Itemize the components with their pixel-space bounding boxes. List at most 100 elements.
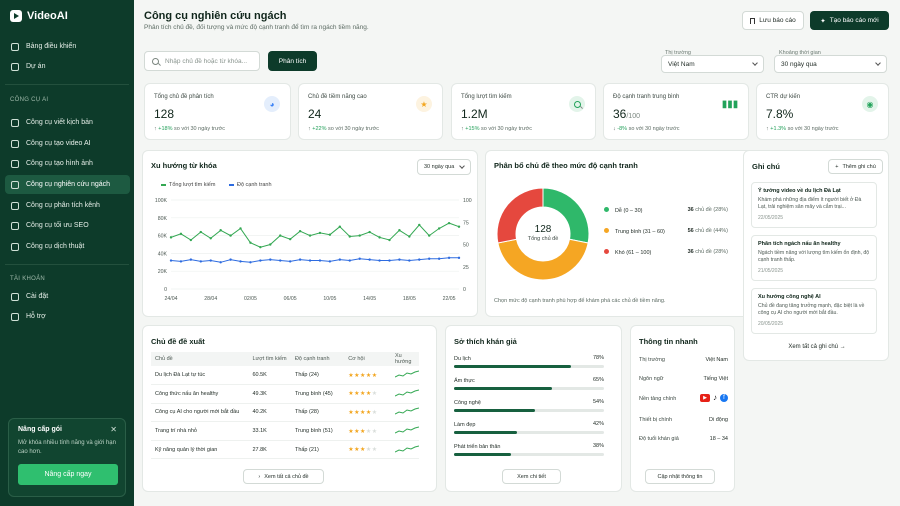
- main-content: Công cụ nghiên cứu ngách Phân tích chủ đ…: [134, 0, 900, 506]
- stat-label: Tổng lượt tìm kiếm: [461, 94, 512, 100]
- note-item[interactable]: Xu hướng công nghệ AI Chủ đề đang tăng t…: [751, 288, 877, 334]
- add-note-button[interactable]: + Thêm ghi chú: [828, 159, 883, 174]
- notes-card: Ghi chú + Thêm ghi chú Ý tưởng video về …: [743, 150, 889, 361]
- legend-text: chủ đề (28%): [695, 207, 728, 213]
- progress-track: [454, 387, 604, 390]
- sidebar-item-video[interactable]: Công cụ tạo video AI: [5, 134, 130, 153]
- progress-fill: [454, 365, 571, 368]
- page-subtitle: Phân tích chủ đề, đối tượng và mức độ cạ…: [144, 24, 369, 31]
- table-row[interactable]: Công cụ AI cho người mới bắt đầu 40.2K Thấ…: [151, 403, 420, 423]
- sidebar-item-projects[interactable]: Dự án: [5, 57, 130, 76]
- data-point: [378, 236, 381, 239]
- sidebar-item-translate[interactable]: Công cụ dịch thuật: [5, 237, 130, 256]
- quick-info-card: Thông tin nhanh Thị trường Việt Nam Ngôn …: [630, 325, 735, 492]
- data-point: [249, 241, 252, 244]
- x-tick-label: 06/05: [284, 296, 297, 302]
- view-detail-button[interactable]: Xem chi tiết: [502, 469, 561, 484]
- stat-card-total-topics: Tổng chủ đề phân tích 128 ↑ +18% so với …: [144, 83, 291, 140]
- distribution-legend-medium: Trung bình (31 – 60) 56 chủ đề (44%): [604, 228, 728, 235]
- note-item[interactable]: Phân tích ngách nấu ăn healthy Ngách tiề…: [751, 235, 877, 281]
- table-row[interactable]: Kỹ năng quản lý thời gian 27.8K Thấp (21) ★…: [151, 440, 420, 460]
- stat-number: 36: [613, 107, 627, 121]
- time-range-select[interactable]: 30 ngày qua: [774, 55, 887, 73]
- brand[interactable]: VideoAI: [10, 10, 68, 22]
- opportunity-stars: ★★★★★: [344, 421, 391, 441]
- quick-info-title: Thông tin nhanh: [639, 337, 698, 346]
- sidebar-item-label: Công cụ tối ưu SEO: [26, 222, 89, 229]
- search-field[interactable]: [144, 51, 260, 71]
- suggested-topics-card: Chủ đề đề xuất Chủ đề Lượt tìm kiếm Độ c…: [142, 325, 437, 492]
- column-header: Lượt tìm kiếm: [248, 352, 291, 366]
- logo-icon: [10, 10, 22, 22]
- sidebar-item-label: Cài đặt: [26, 293, 49, 300]
- sidebar-item-settings[interactable]: Cài đặt: [5, 287, 130, 306]
- sidebar-item-label: Công cụ phân tích kênh: [26, 202, 100, 209]
- table-row[interactable]: Công thức nấu ăn healthy 49.3K Trung bình …: [151, 384, 420, 404]
- interest-percent: 54%: [592, 399, 604, 405]
- new-report-button[interactable]: ✦ Tạo báo cáo mới: [810, 11, 889, 30]
- data-point: [318, 259, 322, 262]
- sidebar-item-support[interactable]: Hỗ trợ: [5, 307, 130, 326]
- arrow-right-icon: →: [839, 344, 846, 350]
- trend-title: Xu hướng từ khóa: [151, 161, 217, 170]
- sidebar-item-script[interactable]: Công cụ viết kịch bản: [5, 113, 130, 132]
- note-body: Chủ đề đang tăng trưởng mạnh, đặc biệt l…: [758, 303, 865, 317]
- sidebar-item-seo[interactable]: Công cụ tối ưu SEO: [5, 216, 130, 235]
- stat-value: 36/100: [613, 107, 640, 121]
- info-label: Thiết bị chính: [639, 417, 673, 423]
- progress-fill: [454, 453, 511, 456]
- document-icon: [11, 118, 19, 127]
- distribution-legend-easy: Dễ (0 – 30) 36 chủ đề (28%): [604, 207, 728, 214]
- data-point: [288, 260, 292, 263]
- sidebar-item-dashboard[interactable]: Bảng điều khiển: [5, 37, 130, 56]
- sidebar-item-channel-analysis[interactable]: Công cụ phân tích kênh: [5, 196, 130, 215]
- delta-text: so với 30 ngày trước: [328, 126, 379, 132]
- progress-track: [454, 409, 604, 412]
- gear-icon: [11, 292, 19, 301]
- analyze-button[interactable]: Phân tích: [268, 51, 317, 71]
- time-value: 30 ngày qua: [781, 60, 817, 68]
- close-icon[interactable]: ✕: [110, 425, 117, 434]
- star-icon: ★: [360, 447, 366, 454]
- legend-dot: [604, 249, 609, 254]
- stat-value: 24: [308, 107, 322, 121]
- legend-count: 36: [687, 249, 694, 255]
- star-icon: ★: [360, 428, 366, 435]
- opportunity-stars: ★★★★★: [344, 384, 391, 404]
- table-row[interactable]: Du lịch Đà Lạt tự túc 60.5K Thấp (24) ★★★★★: [151, 366, 420, 386]
- page-title: Công cụ nghiên cứu ngách: [144, 10, 287, 22]
- upgrade-button[interactable]: Nâng cấp ngay: [18, 464, 118, 485]
- delta-text: so với 30 ngày trước: [481, 126, 532, 132]
- brand-name: VideoAI: [27, 10, 68, 22]
- table-row[interactable]: Trang trí nhà nhỏ 33.1K Trung bình (51) ★★★…: [151, 421, 420, 441]
- interest-label: Làm đẹp: [454, 422, 476, 428]
- data-point: [408, 259, 411, 262]
- update-info-button[interactable]: Cập nhật thông tin: [645, 469, 715, 484]
- searches-cell: 27.8K: [248, 440, 291, 460]
- searches-cell: 33.1K: [248, 421, 291, 441]
- stat-card-avg-competition: Độ cạnh tranh trung bình 36/100 ↓ -8% so…: [603, 83, 749, 140]
- interest-percent: 78%: [592, 355, 604, 361]
- search-input[interactable]: [165, 57, 255, 65]
- view-all-notes-link[interactable]: Xem tất cả ghi chú →: [744, 344, 890, 350]
- seo-icon: [11, 221, 19, 230]
- star-icon: ★: [360, 409, 366, 416]
- sidebar-item-image[interactable]: Công cụ tạo hình ảnh: [5, 154, 130, 173]
- data-point: [199, 230, 202, 234]
- data-point: [358, 234, 361, 237]
- data-point: [358, 257, 361, 260]
- note-item[interactable]: Ý tưởng video về du lịch Đà Lạt Khám phá…: [751, 182, 877, 228]
- save-report-button[interactable]: Lưu báo cáo: [742, 11, 804, 30]
- legend-label: Độ cạnh tranh: [237, 182, 272, 188]
- view-all-topics-button[interactable]: › Xem tất cả chủ đề: [243, 469, 324, 484]
- trend-sparkline: [390, 366, 420, 386]
- trend-range-select[interactable]: 30 ngày qua: [417, 159, 471, 175]
- interest-row: Phát triển bản thân 38%: [454, 443, 604, 456]
- market-select[interactable]: Việt Nam: [661, 55, 764, 73]
- sidebar-item-niche-research[interactable]: Công cụ nghiên cứu ngách: [5, 175, 130, 194]
- star-icon: ★: [348, 372, 355, 379]
- sidebar-item-label: Công cụ dịch thuật: [26, 243, 85, 250]
- trend-sparkline: [390, 440, 420, 460]
- y-left-tick-label: 80K: [158, 216, 168, 222]
- chart-icon: [11, 201, 19, 210]
